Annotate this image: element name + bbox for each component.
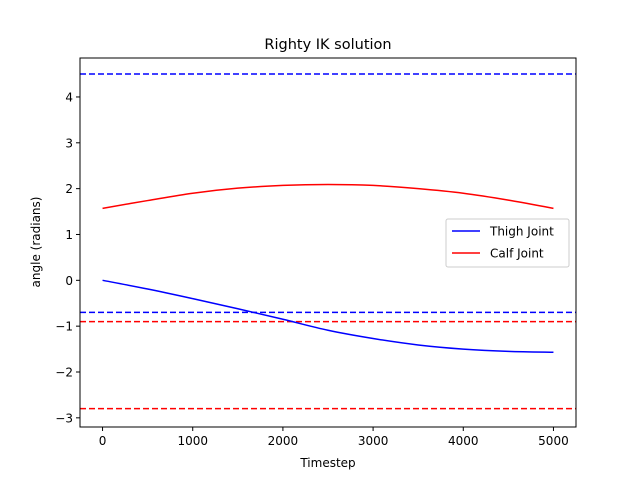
y-axis-label: angle (radians): [29, 197, 43, 288]
x-tick-label: 2000: [268, 434, 299, 448]
legend-label-2: Calf Joint: [490, 247, 544, 261]
y-tick-label: 0: [65, 274, 73, 288]
series-line-2: [102, 183, 554, 210]
y-tick-label: −3: [55, 411, 73, 425]
y-tick-label: −1: [55, 320, 73, 334]
y-axis: −3 −2 −1 0 1 2 3 4: [55, 90, 80, 425]
plot-area: [80, 73, 576, 410]
x-tick-label: 3000: [358, 434, 389, 448]
x-tick-label: 4000: [448, 434, 479, 448]
y-tick-label: 2: [65, 182, 73, 196]
axes-frame: [79, 57, 577, 428]
x-tick-label: 0: [99, 434, 107, 448]
y-tick-label: 4: [65, 90, 73, 104]
x-axis: 0 1000 2000 3000 4000 5000: [99, 427, 569, 448]
y-tick-label: 3: [65, 136, 73, 150]
x-tick-label: 5000: [538, 434, 569, 448]
y-tick-label: 1: [65, 228, 73, 242]
y-tick-label: −2: [55, 365, 73, 379]
chart-title: Righty IK solution: [264, 37, 391, 53]
x-tick-label: 1000: [177, 434, 208, 448]
series-line-1: [102, 279, 554, 354]
legend: Thigh Joint Calf Joint: [445, 218, 570, 268]
x-axis-label: Timestep: [299, 456, 355, 470]
legend-label-1: Thigh Joint: [489, 225, 554, 239]
